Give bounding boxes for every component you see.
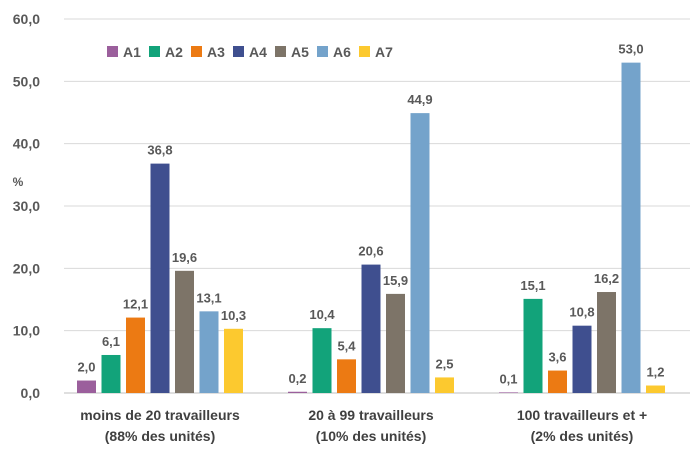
data-label: 16,2 bbox=[594, 271, 619, 286]
x-category-label: (88% des unités) bbox=[105, 428, 215, 444]
y-tick-label: 10,0 bbox=[13, 323, 40, 339]
legend-label: A1 bbox=[123, 44, 141, 60]
data-label: 5,4 bbox=[337, 338, 356, 353]
legend-swatch-a5 bbox=[275, 46, 286, 57]
y-axis-label: % bbox=[13, 175, 24, 189]
bar-a7 bbox=[224, 328, 243, 393]
bar-a5 bbox=[597, 292, 616, 393]
data-label: 0,2 bbox=[288, 371, 306, 386]
bar-a2 bbox=[101, 354, 121, 393]
x-category-label: 100 travailleurs et + bbox=[517, 407, 647, 423]
bar-a1 bbox=[499, 392, 518, 393]
bar-a2 bbox=[312, 328, 332, 393]
bar-a6 bbox=[621, 62, 641, 394]
legend-label: A6 bbox=[333, 44, 351, 60]
bar-a4 bbox=[361, 264, 381, 393]
bar-a4 bbox=[150, 163, 170, 393]
legend-swatch-a4 bbox=[233, 46, 244, 57]
bar-a3 bbox=[337, 359, 356, 393]
legend-label: A4 bbox=[249, 44, 267, 60]
y-tick-label: 60,0 bbox=[13, 11, 40, 27]
data-label: 1,2 bbox=[646, 365, 664, 380]
bar-a1 bbox=[288, 391, 307, 393]
legend-swatch-a1 bbox=[107, 46, 118, 57]
legend-swatch-a7 bbox=[359, 46, 370, 57]
data-label: 20,6 bbox=[358, 244, 383, 259]
bar-a4 bbox=[572, 325, 592, 393]
bar-a5 bbox=[175, 270, 194, 393]
bar-a7 bbox=[646, 385, 665, 393]
y-tick-label: 20,0 bbox=[13, 260, 40, 276]
data-label: 12,1 bbox=[123, 297, 148, 312]
x-category-label: moins de 20 travailleurs bbox=[80, 407, 240, 423]
y-tick-label: 40,0 bbox=[13, 136, 40, 152]
y-tick-label: 30,0 bbox=[13, 198, 40, 214]
data-label: 36,8 bbox=[147, 143, 172, 158]
data-label: 53,0 bbox=[618, 42, 643, 57]
legend-swatch-a6 bbox=[317, 46, 328, 57]
bar-a5 bbox=[386, 293, 405, 393]
bar-a3 bbox=[548, 370, 567, 393]
data-label: 0,1 bbox=[499, 371, 517, 386]
bar-a1 bbox=[77, 380, 96, 393]
data-label: 15,9 bbox=[383, 273, 408, 288]
bar-a3 bbox=[126, 317, 145, 393]
data-label: 44,9 bbox=[407, 92, 432, 107]
legend-swatch-a3 bbox=[191, 46, 202, 57]
x-category-label: (2% des unités) bbox=[531, 428, 634, 444]
data-label: 10,4 bbox=[309, 307, 335, 322]
legend-swatch-a2 bbox=[149, 46, 160, 57]
legend-label: A3 bbox=[207, 44, 225, 60]
data-label: 10,3 bbox=[221, 308, 246, 323]
x-category-label: 20 à 99 travailleurs bbox=[308, 407, 434, 423]
data-label: 15,1 bbox=[520, 278, 545, 293]
legend-label: A7 bbox=[375, 44, 393, 60]
x-category-label: (10% des unités) bbox=[316, 428, 426, 444]
bar-a7 bbox=[435, 377, 454, 393]
y-tick-label: 50,0 bbox=[13, 73, 40, 89]
bar-a6 bbox=[199, 311, 219, 393]
data-label: 19,6 bbox=[172, 250, 197, 265]
legend-label: A5 bbox=[291, 44, 309, 60]
data-label: 3,6 bbox=[548, 350, 566, 365]
bar-a2 bbox=[523, 298, 543, 393]
data-label: 13,1 bbox=[196, 290, 221, 305]
bar-a6 bbox=[410, 113, 430, 393]
y-tick-label: 0,0 bbox=[21, 385, 41, 401]
legend-label: A2 bbox=[165, 44, 183, 60]
data-label: 10,8 bbox=[569, 305, 594, 320]
data-label: 2,5 bbox=[435, 356, 453, 371]
data-label: 2,0 bbox=[77, 360, 95, 375]
data-label: 6,1 bbox=[102, 334, 120, 349]
